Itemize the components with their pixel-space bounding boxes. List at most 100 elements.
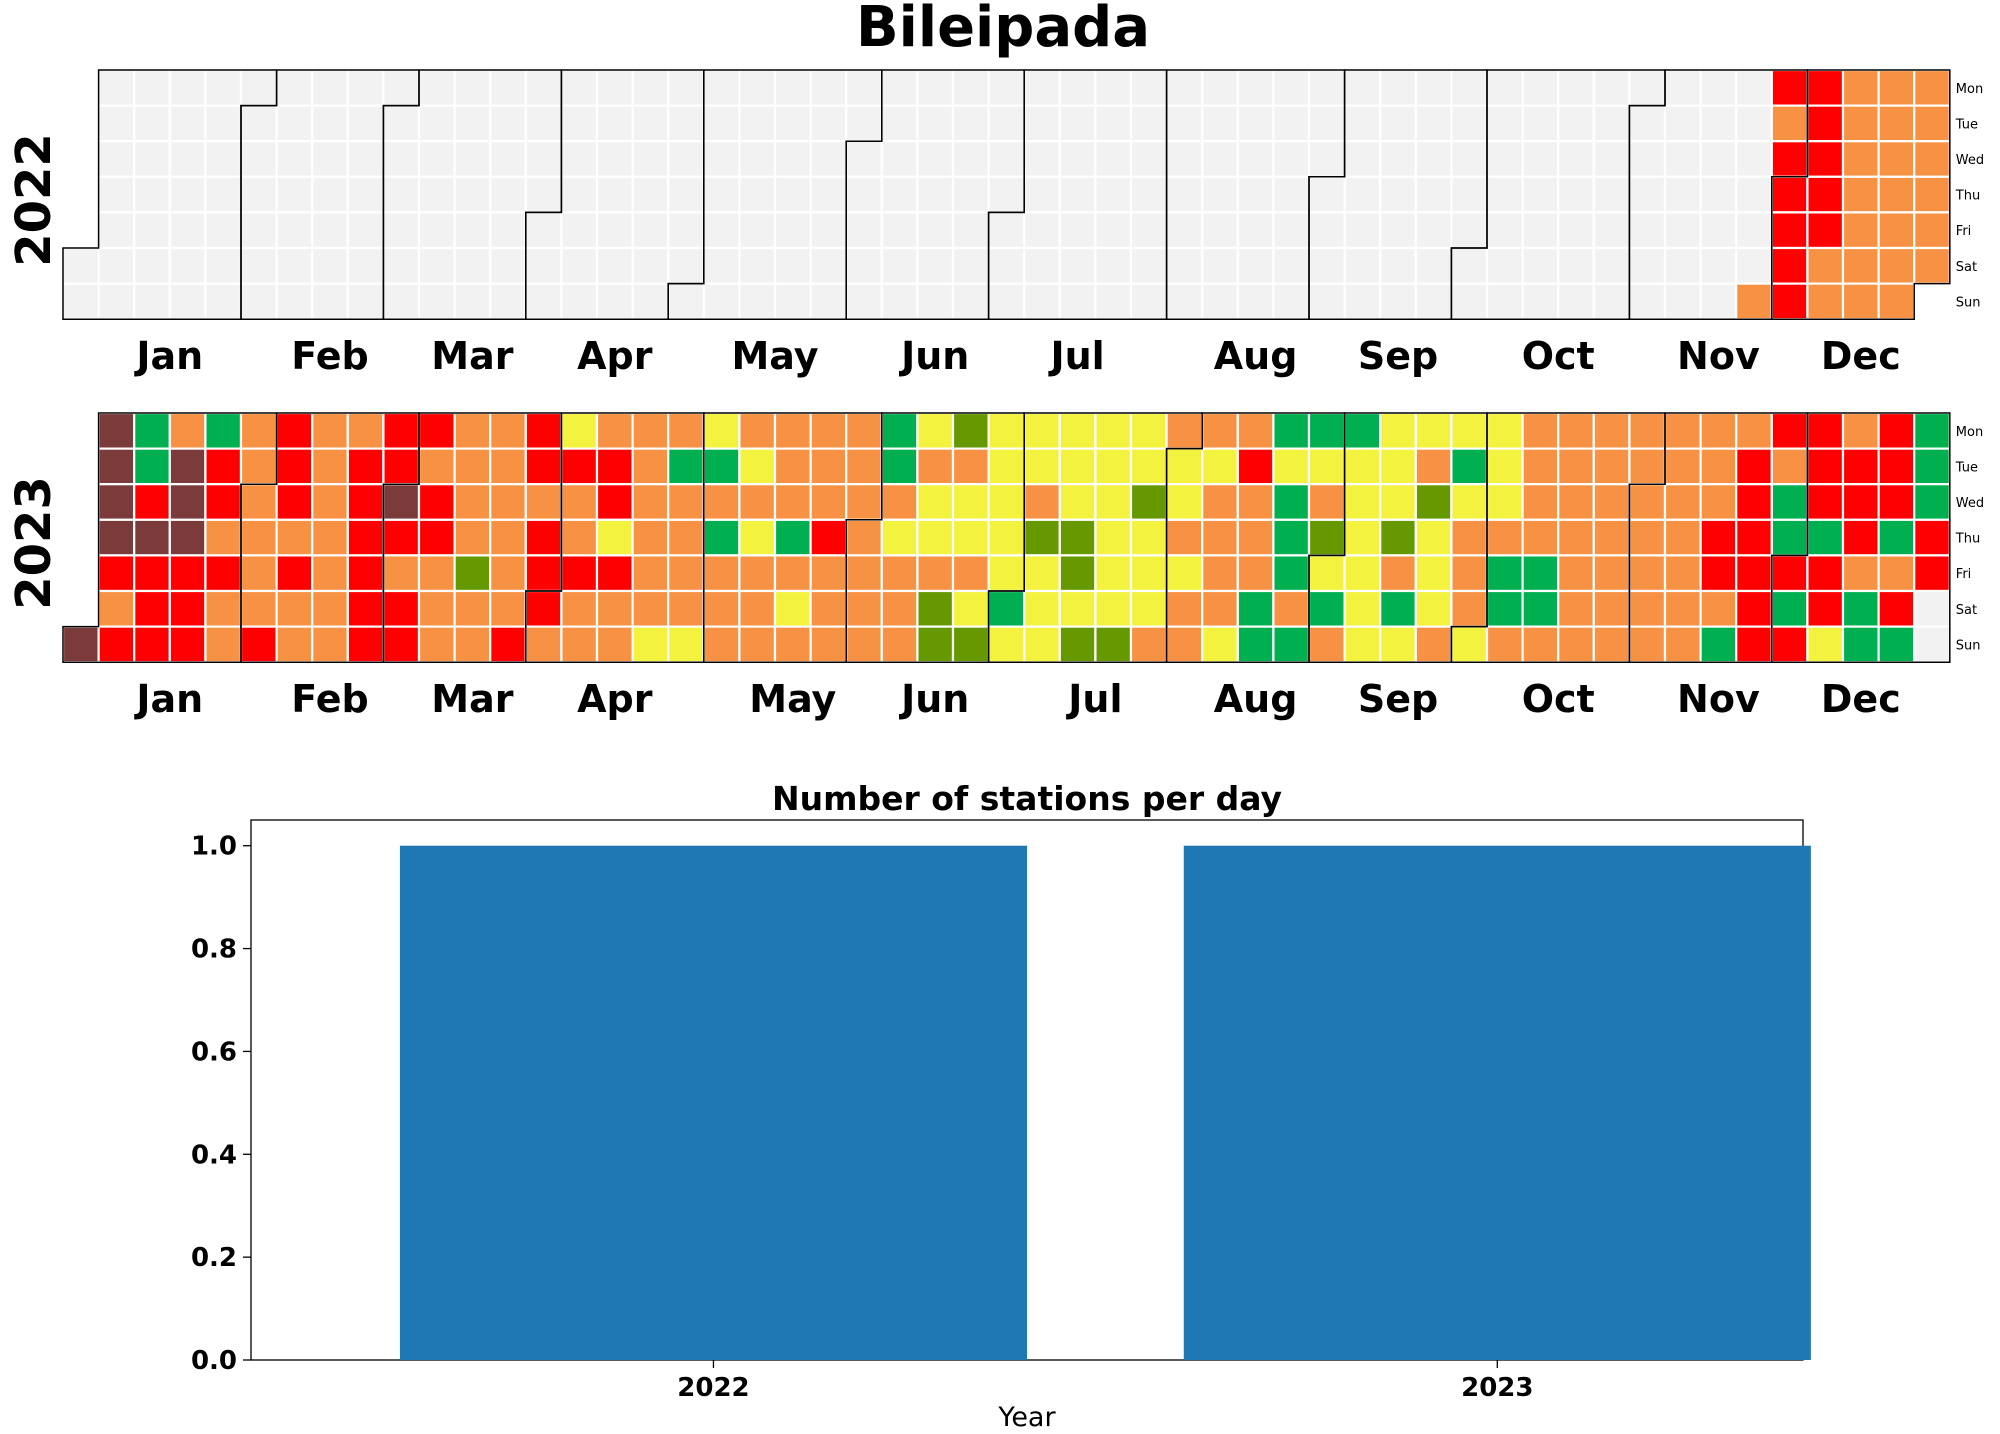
day-cell: [239, 140, 278, 178]
day-cell: [667, 68, 705, 107]
month-label: Jul: [1065, 677, 1122, 721]
day-cell: [773, 625, 812, 664]
day-cell: [1414, 104, 1453, 143]
day-cell: [1592, 104, 1631, 143]
day-cell: [667, 282, 705, 321]
day-cell: [1521, 282, 1560, 321]
day-cell: [1521, 447, 1560, 486]
weekday-label: Sun: [1956, 295, 1981, 310]
day-cell: [168, 68, 207, 107]
day-cell: [1379, 246, 1417, 285]
y-tick-label: 0.0: [191, 1346, 237, 1376]
day-cell: [631, 140, 670, 178]
day-cell: [631, 175, 670, 214]
day-cell: [1201, 282, 1239, 321]
day-cell: [1272, 554, 1311, 593]
day-cell: [524, 411, 563, 450]
day-cell: [1592, 625, 1631, 664]
day-cell: [1236, 411, 1275, 450]
day-cell: [1450, 140, 1489, 178]
day-cell: [916, 140, 955, 178]
day-cell: [1450, 246, 1489, 285]
day-cell: [595, 282, 634, 321]
x-tick-label: 2022: [677, 1373, 749, 1403]
day-cell: [1272, 447, 1311, 486]
day-cell: [1129, 175, 1168, 214]
day-cell: [1628, 68, 1667, 107]
day-cell: [1557, 246, 1595, 285]
day-cell: [1236, 589, 1275, 628]
day-cell: [667, 447, 705, 486]
day-cell: [1307, 104, 1346, 143]
day-cell: [1841, 104, 1880, 143]
day-cell: [346, 518, 385, 557]
month-label: Jan: [133, 677, 203, 721]
day-cell: [595, 211, 634, 250]
day-cell: [1058, 140, 1097, 178]
month-label: Nov: [1677, 677, 1760, 721]
day-cell: [524, 246, 563, 285]
day-cell: [1735, 175, 1773, 214]
day-cell: [168, 447, 207, 486]
day-cell: [1521, 175, 1560, 214]
day-cell: [1058, 447, 1097, 486]
day-cell: [1557, 483, 1595, 521]
day-cell: [1735, 625, 1773, 664]
day-cell: [738, 140, 777, 178]
day-cell: [1735, 554, 1773, 593]
weekday-label: Mon: [1956, 82, 1983, 97]
day-cell: [489, 175, 527, 214]
day-cell: [880, 140, 919, 178]
day-cell: [1094, 589, 1133, 628]
day-cell: [1628, 554, 1667, 593]
month-outline: [1771, 69, 1951, 320]
day-cell: [382, 554, 421, 593]
day-cell: [1806, 282, 1845, 321]
day-cell: [346, 282, 385, 321]
weekday-label: Sat: [1956, 260, 1977, 275]
day-cell: [595, 68, 634, 107]
day-cell: [1450, 175, 1489, 214]
day-cell: [489, 447, 527, 486]
day-cell: [1307, 411, 1346, 450]
day-cell: [1485, 483, 1524, 521]
day-cell: [1521, 554, 1560, 593]
day-cell: [204, 518, 243, 557]
day-cell: [1343, 246, 1382, 285]
day-cell: [951, 104, 990, 143]
day-cell: [702, 518, 741, 557]
day-cell: [951, 211, 990, 250]
day-cell: [1913, 246, 1951, 285]
day-cell: [1129, 625, 1168, 664]
day-cell: [239, 554, 278, 593]
weekday-label: Fri: [1956, 567, 1972, 582]
calendar-title: Bileipada: [856, 0, 1150, 60]
day-cell: [738, 589, 777, 628]
day-cell: [204, 68, 243, 107]
day-cell: [1023, 411, 1061, 450]
day-cell: [1094, 175, 1133, 214]
day-cell: [311, 246, 349, 285]
day-cell: [346, 554, 385, 593]
day-cell: [1663, 140, 1702, 178]
day-cell: [809, 625, 848, 664]
day-cell: [1557, 554, 1595, 593]
day-cell: [1236, 140, 1275, 178]
day-cell: [987, 282, 1026, 321]
day-cell: [417, 282, 456, 321]
month-label: Mar: [431, 334, 513, 378]
day-cell: [1165, 411, 1204, 450]
day-cell: [1485, 246, 1524, 285]
day-cell: [204, 554, 243, 593]
day-cell: [97, 625, 136, 664]
calendar-heatmaps: Jan Feb Mar Apr May Jun Jul Aug Sep Oct Nov Dec Mon T…: [6, 68, 1984, 721]
day-cell: [524, 211, 563, 250]
month-label: Nov: [1677, 334, 1760, 378]
day-cell: [1663, 411, 1702, 450]
day-cell: [453, 175, 492, 214]
day-cell: [168, 211, 207, 250]
day-cell: [773, 282, 812, 321]
day-cell: [809, 140, 848, 178]
day-cell: [61, 282, 100, 321]
day-cell: [239, 447, 278, 486]
